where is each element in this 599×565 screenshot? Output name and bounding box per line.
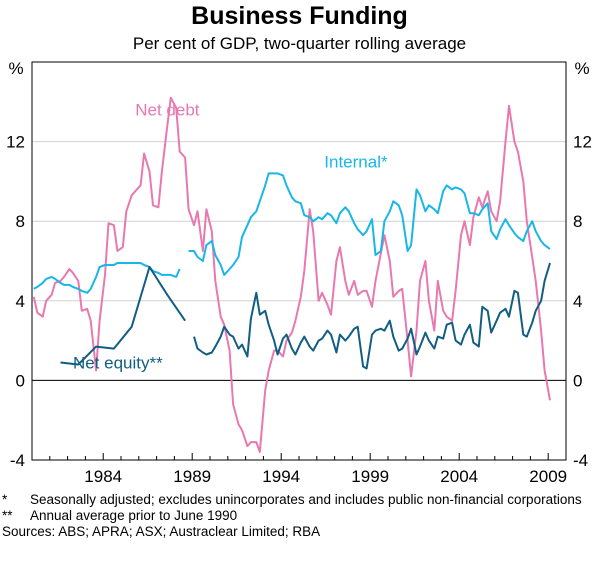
y-tick-label-right: 12 — [573, 133, 592, 152]
footnotes: * Seasonally adjusted; excludes unincorp… — [0, 492, 599, 540]
x-tick-label: 1989 — [173, 467, 211, 486]
series-label: Net debt — [135, 101, 200, 120]
x-tick-label: 2009 — [529, 467, 567, 486]
line-chart: -4 -4 0 0 4 4 8 8 12 12% % 1984 1989 1994 1999 2004 2009… — [6, 59, 592, 486]
footnote-text: Seasonally adjusted; excludes unincorpor… — [30, 492, 582, 507]
series-label: Net equity** — [73, 353, 163, 372]
y-tick-label-right: -4 — [573, 451, 588, 470]
y-tick-label-right: 8 — [573, 212, 582, 231]
footnote-mark: * — [2, 492, 8, 507]
footnote: * Seasonally adjusted; excludes unincorp… — [0, 492, 599, 508]
footnote-text: Annual average prior to June 1990 — [30, 508, 238, 523]
y-tick-label-left: 0 — [16, 371, 25, 390]
x-tick-label: 1994 — [262, 467, 300, 486]
x-tick-label: 1984 — [84, 467, 122, 486]
series-line — [33, 262, 181, 294]
footnote-mark: ** — [2, 508, 13, 523]
y-tick-label-left: -4 — [10, 451, 25, 470]
y-unit-left: % — [8, 59, 23, 78]
series-line — [193, 262, 551, 370]
footnote: ** Annual average prior to June 1990 — [0, 508, 599, 524]
chart-title: Business Funding — [191, 2, 408, 30]
y-tick-label-left: 4 — [16, 292, 25, 311]
y-tick-label-right: 4 — [573, 292, 582, 311]
y-tick-label-left: 8 — [16, 212, 25, 231]
x-tick-label: 1999 — [351, 467, 389, 486]
series-line — [60, 266, 186, 366]
plot-frame — [31, 61, 567, 461]
y-tick-label-left: 12 — [6, 133, 25, 152]
x-tick-label: 2004 — [440, 467, 478, 486]
sources-line: Sources: ABS; APRA; ASX; Austraclear Lim… — [2, 524, 321, 539]
chart-subtitle: Per cent of GDP, two-quarter rolling ave… — [132, 34, 467, 53]
series-label: Internal* — [324, 152, 388, 171]
series-line — [188, 172, 551, 276]
series-line — [32, 96, 551, 453]
y-unit-right: % — [574, 59, 589, 78]
y-tick-label-right: 0 — [573, 371, 582, 390]
